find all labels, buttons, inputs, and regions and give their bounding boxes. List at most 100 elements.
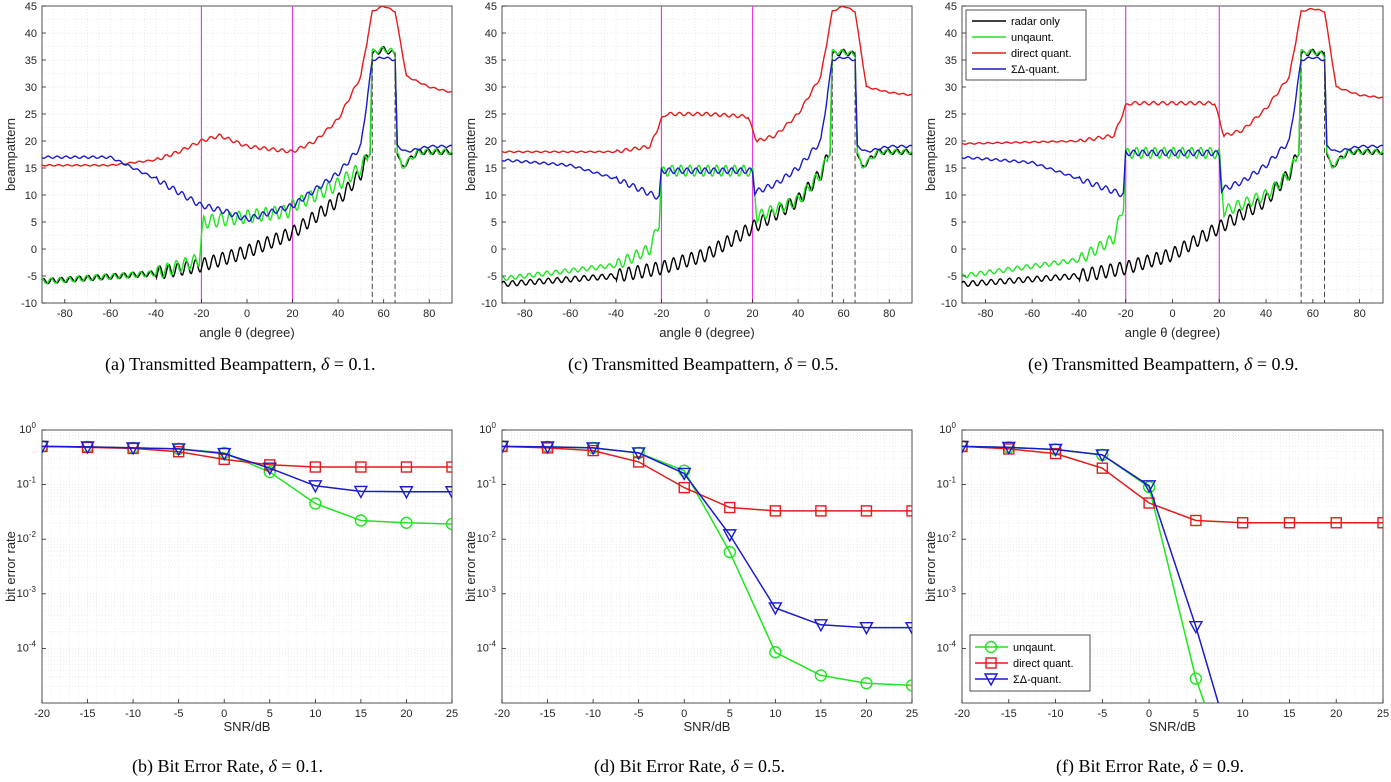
chart-b-point-direct-quant [446,461,452,473]
chart-b-series-direct-quant [42,440,452,473]
chart-e-xtick-label: 20 [1213,308,1225,320]
chart-d-point-direct-quant [632,456,645,468]
chart-f-xtick-label: -20 [954,708,970,720]
chart-c-ytick-label: 45 [485,1,497,13]
chart-d-series-sigma-delta-quant-line [502,445,912,629]
chart-d-series-sigma-delta-quant [502,440,912,636]
caption-e-prefix: (e) Transmitted Beampattern, [1028,354,1244,374]
chart-b-point-direct-quant [309,461,322,473]
chart-b-xtick-label: 5 [267,708,273,720]
chart-d-point-sigma-delta-quant [904,621,912,636]
chart-b-point-unqaunt [400,516,413,529]
chart-f-ytick-label: 100 [939,421,956,436]
chart-c-xtick-label: -20 [653,308,669,320]
chart-d-point-sigma-delta-quant [540,441,555,455]
chart-e-xtick-label: -80 [977,308,993,320]
chart-a-ytick-label: 25 [25,109,37,121]
chart-e-ytick-label: 0 [951,244,957,256]
chart-d-xtick-label: -15 [540,708,556,720]
chart-c-xtick-label: 80 [883,308,895,320]
caption-b-prefix: (b) Bit Error Rate, [132,756,269,776]
chart-b-ytick-label: 10-4 [17,639,37,654]
chart-b-plot-frame [41,429,453,704]
chart-e-xtick-label: 0 [1169,308,1175,320]
chart-f-point-sigma-delta-quant [1095,449,1110,463]
chart-d-point-direct-quant [587,444,599,457]
chart-e-series-unqaunt [961,48,1384,279]
chart-f-xtick-label: 5 [1193,708,1199,720]
chart-b-series-sigma-delta-quant-line [42,445,452,493]
chart-b-series-unqaunt-line [42,445,452,525]
chart-b-ytick-label: 10-1 [17,476,37,491]
chart-c-xtick-label: -80 [517,308,533,320]
chart-f-series-sigma-delta-quant-line [962,445,1220,703]
chart-d-xtick-label: 20 [860,708,872,720]
caption-b: (b) Bit Error Rate, δ = 0.1. [132,756,323,777]
chart-c-ylabel: beampattern [463,118,478,191]
chart-a-ytick-label: 20 [25,136,37,148]
chart-b-point-sigma-delta-quant [444,486,452,500]
chart-f-series-sigma-delta-quant [962,440,1220,703]
chart-c-ytick-label: 20 [485,136,497,148]
chart-c-grid [501,5,913,304]
caption-c-suffix: = 0.5. [792,354,839,374]
chart-f-xtick-label: 25 [1377,708,1389,720]
chart-d-xtick-label: 10 [769,708,781,720]
chart-d-point-unqaunt [769,646,782,659]
chart-a-ytick-label: 35 [25,55,37,67]
chart-a-series-sigma-delta-quant [41,56,453,223]
chart-d-point-sigma-delta-quant [585,442,601,456]
chart-e-series-sigma-delta-quant [961,56,1384,198]
chart-f-point-sigma-delta-quant [1048,443,1063,457]
chart-d-xtick-label: 0 [681,708,687,720]
chart-c-ytick-label: 5 [491,217,497,229]
chart-f-legend: unqaunt. direct quant. ΣΔ-quant. [969,634,1091,692]
chart-f-xtick-label: -15 [1001,708,1017,720]
caption-e-suffix: = 0.9. [1252,354,1299,374]
chart-f-grid [961,430,1384,704]
chart-b-point-sigma-delta-quant [308,480,323,494]
chart-f-xtick-label: 10 [1237,708,1249,720]
chart-d-point-sigma-delta-quant [677,467,692,481]
chart-f-ytick-label: 10-4 [937,639,957,654]
chart-a-ylabel: beampattern [3,118,18,191]
chart-c-xtick-label: 40 [792,308,804,320]
chart-a-ytick-label: 5 [31,217,37,229]
chart-e-ytick-label: 20 [945,136,957,148]
chart-e-ytick-label: 10 [945,190,957,202]
caption-d-suffix: = 0.5. [738,756,785,776]
chart-b-grid [41,430,453,704]
chart-b-point-direct-quant [172,446,185,458]
chart-f-point-sigma-delta-quant [1141,480,1157,494]
chart-d-point-direct-quant [769,505,782,517]
chart-a-xlabel: angle θ (degree) [199,325,294,340]
chart-b-point-unqaunt [445,517,452,531]
chart-e-legend-label-direct-quant: direct quant. [1011,48,1072,60]
panel-b-ber: -20 -15 -10 -5 0 5 10 15 20 25 10-4 10-3 10-2 10-1 100… [0,390,460,734]
chart-d-point-unqaunt [723,545,736,559]
chart-b-xtick-label: 0 [221,708,227,720]
chart-c-series-sigma-delta-quant [501,56,913,200]
chart-d-point-direct-quant [906,505,912,517]
chart-b-xtick-label: 15 [355,708,367,720]
caption-f: (f) Bit Error Rate, δ = 0.9. [1056,756,1244,777]
chart-a-svg: -80 -60 -40 -20 0 20 40 60 80 -10 -5 0 5 10 15 20 25 30 35… [3,1,453,340]
chart-a-ytick-label: 0 [31,244,37,256]
chart-d-point-direct-quant [678,481,690,494]
chart-a-ytick-label: -10 [21,298,37,310]
chart-b-xtick-label: 10 [309,708,321,720]
caption-d-delta: δ [730,756,739,776]
chart-a-ytick-label: -5 [27,271,37,283]
chart-e-ytick-label: 15 [945,163,957,175]
chart-c-ytick-label: 40 [485,28,497,40]
panel-f-ber: -20 -15 -10 -5 0 5 10 15 20 25 10-4 10-3 10-2 10-1 100… [920,390,1391,734]
chart-a-xtick-label: -20 [193,308,209,320]
chart-b-xtick-label: 25 [446,708,458,720]
chart-f-xtick-label: -5 [1097,708,1107,720]
chart-b-point-sigma-delta-quant [353,485,369,499]
chart-b-point-sigma-delta-quant [42,440,50,454]
chart-c-xtick-label: 60 [838,308,850,320]
caption-b-delta: δ [268,756,277,776]
chart-c-xtick-label: 0 [704,308,710,320]
